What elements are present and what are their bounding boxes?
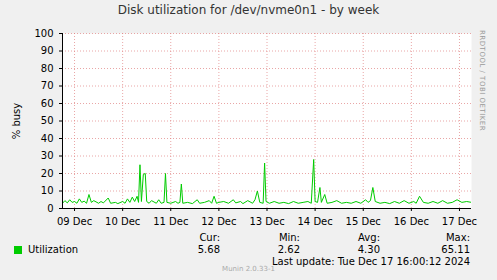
svg-text:15 Dec: 15 Dec <box>346 216 381 227</box>
html-text:Cur:: Cur: <box>199 232 220 243</box>
svg-text:14 Dec: 14 Dec <box>297 216 332 227</box>
svg-text:30: 30 <box>41 150 54 161</box>
svg-text:90: 90 <box>41 45 54 56</box>
svg-text:13 Dec: 13 Dec <box>249 216 284 227</box>
svg-text:10: 10 <box>41 185 54 196</box>
html-text:2.62: 2.62 <box>277 244 300 255</box>
svg-text:17 Dec: 17 Dec <box>442 216 477 227</box>
html-text:Utilization: Utilization <box>28 244 79 255</box>
svg-text:% busy: % busy <box>11 103 22 140</box>
html-text:4.30: 4.30 <box>357 244 380 255</box>
svg-text:16 Dec: 16 Dec <box>394 216 429 227</box>
svg-text:20: 20 <box>41 168 54 179</box>
svg-text:10 Dec: 10 Dec <box>105 216 140 227</box>
html-text:5.68: 5.68 <box>197 244 220 255</box>
html-text:Min:: Min: <box>278 232 300 243</box>
svg-text:40: 40 <box>41 133 54 144</box>
svg-text:60: 60 <box>41 98 54 109</box>
svg-text:11 Dec: 11 Dec <box>153 216 188 227</box>
html-text:RRDTOOL / TOBI OETIKER: RRDTOOL / TOBI OETIKER <box>478 30 486 132</box>
svg-text:100: 100 <box>34 28 53 39</box>
svg-text:80: 80 <box>41 63 54 74</box>
html-text:Last update: Tue Dec 17 16:00:: Last update: Tue Dec 17 16:00:12 2024 <box>272 256 470 267</box>
html-text:Avg:: Avg: <box>358 232 380 243</box>
html-text:65.11: 65.11 <box>441 244 470 255</box>
svg-text:12 Dec: 12 Dec <box>201 216 236 227</box>
svg-text:70: 70 <box>41 80 54 91</box>
html-text:Disk utilization for /dev/nvme: Disk utilization for /dev/nvme0n1 - by w… <box>117 3 380 17</box>
svg-text:0: 0 <box>47 203 53 214</box>
svg-text:50: 50 <box>41 115 54 126</box>
html-text:Munin 2.0.33-1: Munin 2.0.33-1 <box>222 265 275 273</box>
svg-text:09 Dec: 09 Dec <box>57 216 92 227</box>
html-text:Max:: Max: <box>446 232 470 243</box>
